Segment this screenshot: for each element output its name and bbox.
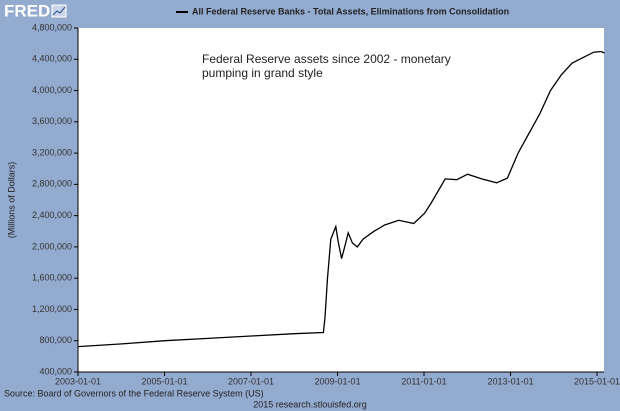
y-tick-label: 2,000,000 <box>32 241 72 251</box>
y-tick-label: 2,400,000 <box>32 210 72 220</box>
x-tick-label: 2003-01-01 <box>55 376 101 386</box>
x-tick-label: 2007-01-01 <box>228 376 274 386</box>
y-tick-label: 400,000 <box>39 366 72 376</box>
y-tick-label: 2,800,000 <box>32 179 72 189</box>
y-tick-label: 3,200,000 <box>32 147 72 157</box>
source: Source: Board of Governors of the Federa… <box>4 388 264 398</box>
y-axis-label: (Millions of Dollars) <box>6 162 16 239</box>
y-tick-label: 1,200,000 <box>32 304 72 314</box>
plot-area <box>78 28 604 372</box>
annotation: Federal Reserve assets since 2002 - mone… <box>202 52 451 66</box>
logo-icon <box>51 4 67 18</box>
y-tick-label: 1,600,000 <box>32 273 72 283</box>
y-tick-label: 4,400,000 <box>32 54 72 64</box>
annotation: pumping in grand style <box>202 66 323 80</box>
footer: 2015 research.stlouisfed.org <box>253 399 367 409</box>
y-tick-label: 800,000 <box>39 335 72 345</box>
x-tick-label: 2013-01-01 <box>488 376 534 386</box>
data-line <box>77 50 605 348</box>
y-tick-label: 3,600,000 <box>32 116 72 126</box>
logo-icon-line <box>52 6 66 16</box>
x-tick-label: 2015-01-01 <box>574 376 620 386</box>
legend-label: All Federal Reserve Banks - Total Assets… <box>192 6 509 16</box>
x-tick-label: 2009-01-01 <box>315 376 361 386</box>
x-tick-label: 2005-01-01 <box>142 376 188 386</box>
x-tick-label: 2011-01-01 <box>401 376 446 386</box>
y-tick-label: 4,800,000 <box>32 22 72 32</box>
logo: FRED <box>4 1 50 20</box>
y-tick-label: 4,000,000 <box>32 85 72 95</box>
